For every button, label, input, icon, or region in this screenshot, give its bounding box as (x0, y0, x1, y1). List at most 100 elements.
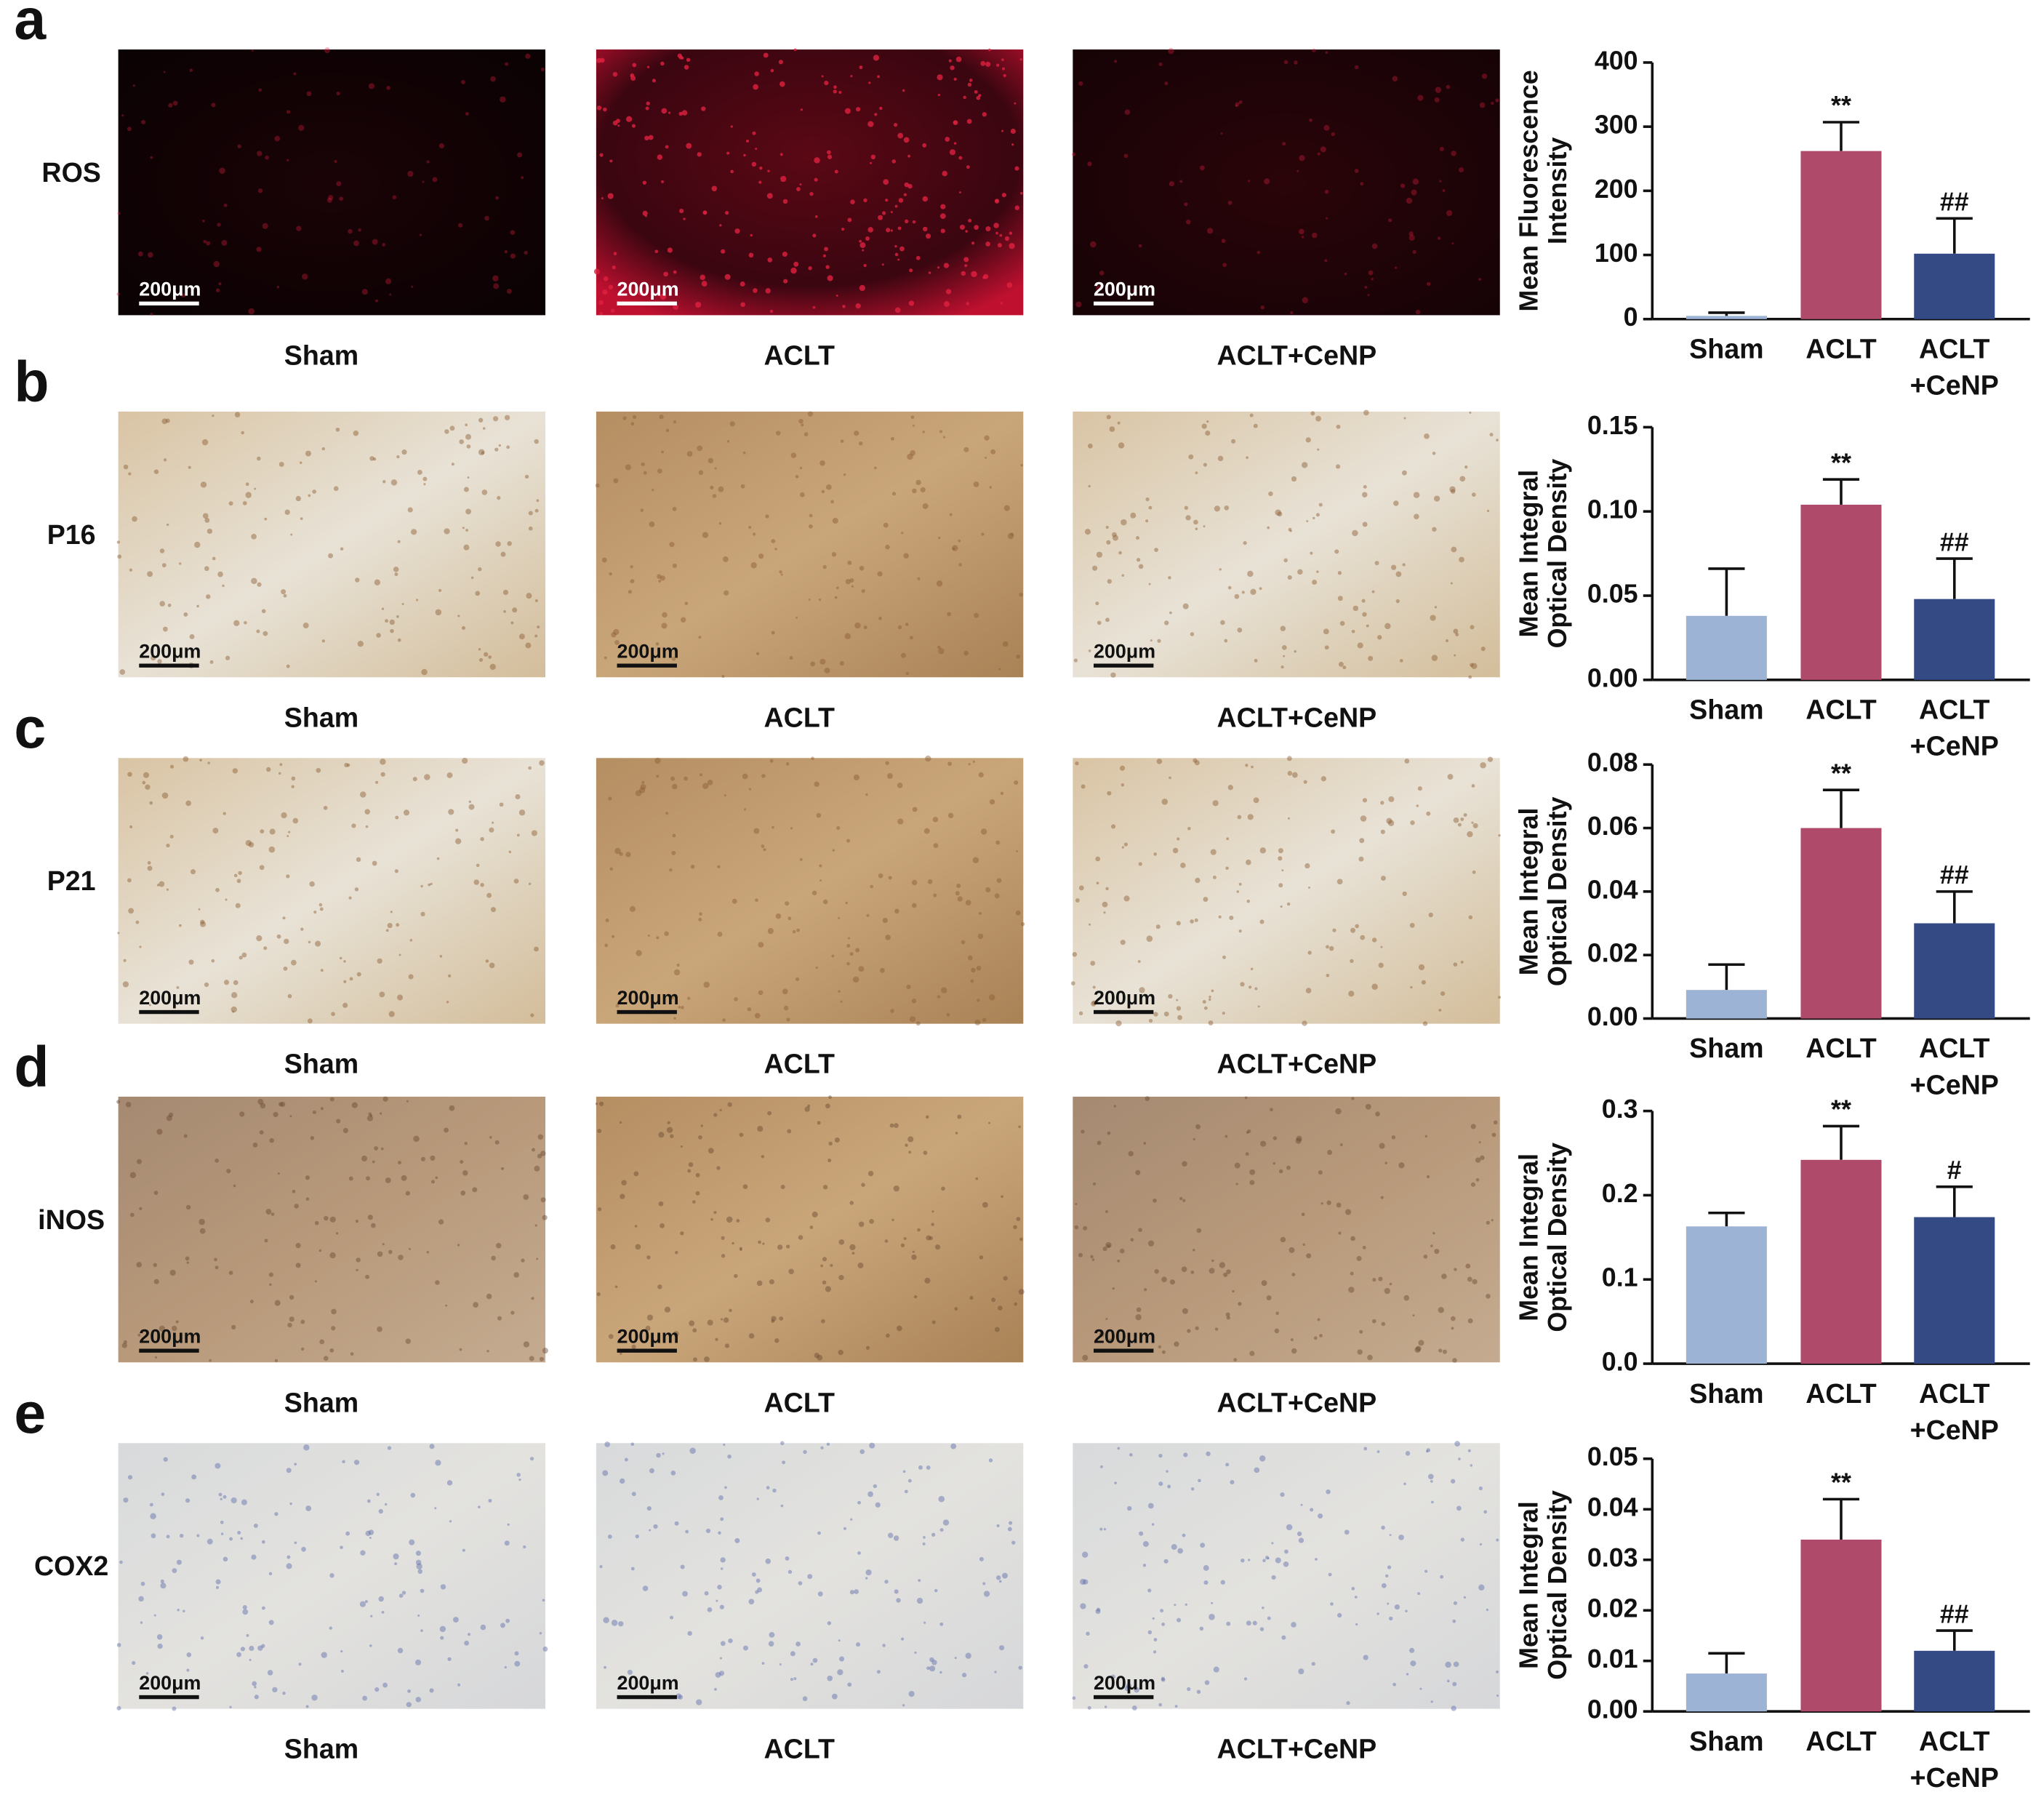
micrograph-texture (123, 1340, 127, 1344)
micrograph-texture (1486, 509, 1490, 513)
micrograph-texture (812, 305, 816, 309)
micrograph-texture (673, 270, 677, 274)
micrograph-texture (841, 228, 845, 231)
micrograph-texture (965, 1652, 971, 1659)
micrograph-texture (1001, 1572, 1008, 1579)
micrograph-texture (1275, 1557, 1281, 1564)
micrograph-texture (771, 539, 776, 543)
micrograph-texture (1187, 827, 1191, 831)
micrograph-texture (1286, 902, 1291, 906)
micrograph-texture (384, 1503, 388, 1506)
micrograph-texture (1236, 890, 1239, 893)
micrograph-texture (1081, 1551, 1089, 1558)
micrograph-texture (1009, 231, 1013, 235)
micrograph-texture (1120, 940, 1126, 945)
micrograph-texture (1312, 48, 1316, 52)
micrograph-texture (440, 1636, 444, 1640)
micrograph-texture (1310, 551, 1313, 555)
micrograph-texture (279, 763, 283, 767)
micrograph-texture (740, 1248, 742, 1251)
micrograph-texture (513, 1272, 520, 1278)
micrograph-texture (390, 911, 393, 913)
micrograph-texture (613, 478, 619, 484)
micrograph-texture (652, 79, 657, 83)
bar (1800, 1159, 1882, 1364)
micrograph-texture (947, 612, 952, 617)
micrograph-texture (661, 180, 664, 183)
micrograph-texture (873, 1484, 878, 1489)
micrograph-texture (395, 815, 399, 820)
micrograph-texture (329, 1573, 334, 1578)
micrograph-texture (942, 1519, 950, 1526)
micrograph-texture (865, 793, 868, 796)
micrograph-texture (291, 785, 294, 788)
micrograph-texture (1296, 1531, 1302, 1537)
micrograph-texture (1460, 817, 1464, 821)
micrograph-texture (672, 506, 677, 511)
micrograph-texture (620, 1478, 625, 1484)
micrograph-texture (660, 293, 667, 300)
micrograph-texture (620, 1193, 625, 1199)
micrograph-texture (985, 61, 991, 67)
micrograph-texture (1406, 1673, 1409, 1676)
micrograph-texture (787, 1129, 792, 1134)
y-tick-label: 0.1 (1602, 1263, 1638, 1292)
micrograph-texture (976, 965, 982, 971)
micrograph-texture (377, 1251, 383, 1257)
micrograph-texture (262, 631, 268, 636)
micrograph-texture (603, 107, 607, 112)
micrograph-texture (743, 808, 747, 811)
micrograph-texture (1001, 193, 1007, 198)
micrograph-texture (137, 251, 143, 257)
micrograph-texture (922, 196, 929, 202)
micrograph-texture (150, 1513, 156, 1520)
micrograph-texture (690, 865, 695, 869)
micrograph-texture (169, 764, 175, 769)
micrograph-texture (364, 1600, 368, 1604)
micrograph-texture (723, 1317, 729, 1323)
micrograph-texture (1011, 1540, 1016, 1545)
micrograph-texture (1434, 606, 1438, 609)
micrograph-texture (1195, 1124, 1201, 1129)
micrograph-texture (1210, 849, 1217, 855)
micrograph-texture (1426, 811, 1431, 816)
micrograph-texture (1142, 1564, 1147, 1567)
micrograph-texture (461, 80, 465, 84)
micrograph-texture (659, 415, 664, 420)
micrograph-texture (1267, 1557, 1270, 1560)
micrograph-texture (496, 1243, 502, 1249)
micrograph-texture (888, 876, 892, 880)
micrograph-texture (726, 1216, 733, 1223)
micrograph-texture (329, 1348, 334, 1353)
micrograph-texture (689, 1447, 696, 1455)
micrograph-texture (629, 905, 636, 912)
micrograph-texture (1291, 1622, 1296, 1628)
scale-bar-label: 200μm (1094, 1672, 1155, 1694)
micrograph-texture (1275, 509, 1281, 516)
micrograph-texture (948, 59, 952, 63)
micrograph-texture (263, 946, 268, 951)
micrograph-texture (674, 1521, 679, 1526)
micrograph-texture (793, 261, 799, 267)
micrograph-texture (415, 1559, 422, 1566)
micrograph-texture (1385, 1574, 1389, 1577)
micrograph-texture (291, 959, 297, 966)
micrograph-texture (1260, 305, 1265, 310)
micrograph-texture (653, 1524, 658, 1529)
micrograph-texture (468, 804, 475, 810)
micrograph-texture (1287, 575, 1292, 580)
micrograph-texture (925, 755, 931, 762)
micrograph-texture (1155, 924, 1161, 929)
y-axis-label-line: Mean Fluorescence (1515, 70, 1544, 311)
micrograph-texture (521, 176, 524, 180)
micrograph-texture (867, 1170, 874, 1177)
micrograph-texture (869, 161, 873, 164)
micrograph-texture (1388, 796, 1395, 802)
micrograph-texture (833, 85, 837, 89)
micrograph-texture (630, 73, 635, 77)
micrograph-texture (1459, 167, 1464, 173)
micrograph-texture (504, 1540, 510, 1546)
bar (1686, 990, 1767, 1019)
micrograph-texture (642, 1585, 649, 1591)
micrograph-texture (215, 1159, 219, 1163)
